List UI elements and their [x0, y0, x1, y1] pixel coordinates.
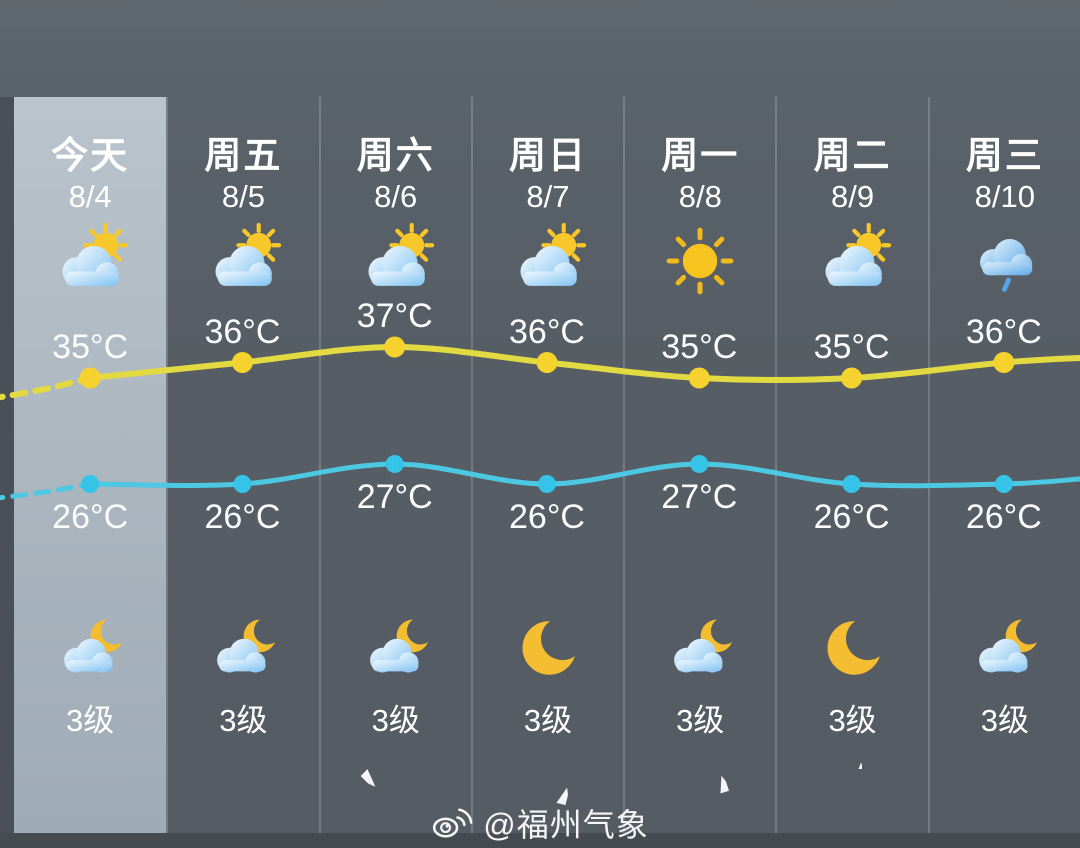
- watermark: @福州气象: [0, 800, 1080, 846]
- forecast-column-today[interactable]: 今天 8/4 3级: [14, 97, 167, 833]
- day-weather-icon: [811, 223, 895, 299]
- day-date: 8/5: [221, 179, 265, 214]
- day-weather-icon: [963, 223, 1047, 299]
- wind-direction-arrow: [844, 751, 862, 769]
- wind-level: 3级: [371, 703, 420, 738]
- day-name: 今天: [51, 135, 130, 176]
- day-name: 周六: [356, 135, 435, 176]
- wind-level: 3级: [219, 703, 268, 738]
- day-weather-icon: [201, 223, 285, 299]
- wind-level: 3级: [828, 703, 877, 738]
- day-weather-icon: [658, 223, 742, 299]
- table-left-edge: [0, 97, 14, 833]
- night-weather-icon: [512, 617, 584, 683]
- day-date: 8/10: [974, 179, 1036, 214]
- night-weather-icon: [207, 617, 279, 683]
- day-name: 周五: [204, 135, 283, 176]
- wind-direction-arrow: [671, 747, 729, 805]
- day-date: 8/7: [526, 179, 570, 214]
- forecast-column-mon[interactable]: 周一 8/8 3级: [623, 97, 775, 833]
- wind-level: 3级: [523, 703, 573, 738]
- day-date: 8/8: [678, 179, 722, 214]
- forecast-column-fri[interactable]: 周五 8/5 3级: [166, 97, 318, 833]
- forecast-column-wed[interactable]: 周三 8/10 3级: [927, 97, 1080, 833]
- forecast-column-sun[interactable]: 周日 8/7 3级: [470, 97, 623, 833]
- day-date: 8/4: [68, 179, 112, 214]
- day-weather-icon: [506, 223, 590, 299]
- wind-level: 3级: [676, 703, 725, 738]
- watermark-text: @福州气象: [483, 807, 649, 843]
- wind-direction-arrow: [519, 747, 577, 805]
- day-name: 周二: [813, 135, 892, 176]
- night-weather-icon: [54, 617, 126, 683]
- bottom-edge-strip: [0, 833, 1080, 848]
- day-weather-icon: [48, 223, 132, 299]
- forecast-column-sat[interactable]: 周六 8/6 3级: [318, 97, 471, 833]
- wind-level: 3级: [980, 703, 1029, 738]
- day-name: 周日: [508, 135, 587, 176]
- weibo-icon: [431, 805, 473, 841]
- day-name: 周一: [661, 135, 740, 176]
- day-name: 周三: [965, 135, 1044, 176]
- day-date: 8/9: [831, 179, 875, 214]
- wind-level: 3级: [66, 703, 115, 738]
- night-weather-icon: [817, 617, 889, 683]
- forecast-column-tue[interactable]: 周二 8/9 3级: [775, 97, 927, 833]
- night-weather-icon: [664, 617, 736, 683]
- night-weather-icon: [360, 617, 432, 683]
- day-date: 8/6: [374, 179, 418, 214]
- night-weather-icon: [969, 617, 1041, 683]
- day-weather-icon: [354, 223, 438, 299]
